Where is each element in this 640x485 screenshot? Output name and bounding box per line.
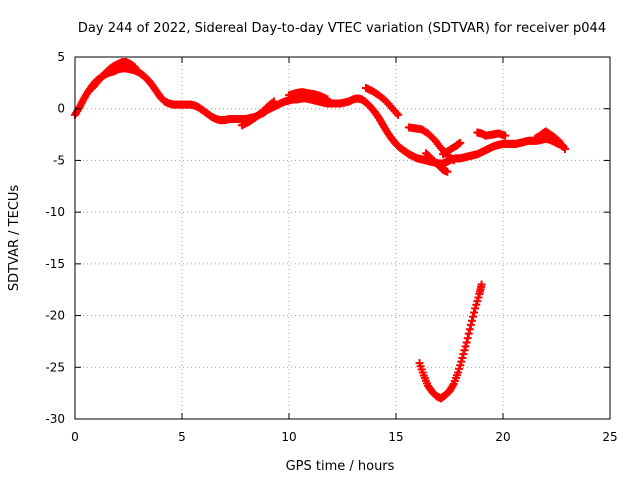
- series-upper-branch-early: [88, 58, 139, 93]
- data-point: [460, 346, 469, 355]
- series-branch-14h: [362, 84, 403, 119]
- data-point: [467, 316, 476, 325]
- x-tick-label: 15: [388, 430, 403, 444]
- data-point: [270, 97, 279, 106]
- series-branch-dip-17h: [421, 149, 452, 176]
- series-branch-10h: [285, 88, 332, 104]
- data-point: [323, 95, 332, 104]
- tick-layer: 0 5 10 15 20 25 5 0 -5 -10 -15 -20 -25 -30: [45, 50, 617, 444]
- plot-frame: [74, 56, 611, 420]
- data-point: [465, 325, 474, 334]
- data-point: [459, 350, 468, 359]
- y-tick-label: -30: [45, 412, 65, 426]
- x-tick-label: 5: [178, 430, 186, 444]
- x-tick-label: 0: [71, 430, 79, 444]
- y-tick-label: -5: [53, 153, 65, 167]
- data-point: [130, 63, 139, 72]
- data-point: [463, 334, 472, 343]
- data-point: [456, 138, 465, 147]
- grid-layer: [75, 57, 610, 419]
- y-tick-label: 5: [57, 50, 65, 64]
- series-branch-19h: [473, 128, 510, 140]
- series-main-band: [71, 64, 567, 168]
- data-point: [464, 329, 473, 338]
- x-tick-label: 10: [281, 430, 296, 444]
- series-branch-8h: [237, 97, 279, 130]
- y-tick-label: 0: [57, 102, 65, 116]
- data-point: [461, 342, 470, 351]
- y-tick-label: -20: [45, 309, 65, 323]
- data-layer: [71, 58, 570, 403]
- data-point: [466, 320, 475, 329]
- data-point: [394, 110, 403, 119]
- y-axis-label: SDTVAR / TECUs: [7, 185, 22, 292]
- data-point: [501, 131, 510, 140]
- y-tick-label: -25: [45, 360, 65, 374]
- data-point: [458, 353, 467, 362]
- data-point: [268, 98, 277, 107]
- data-point: [443, 167, 452, 176]
- x-tick-label: 25: [602, 430, 617, 444]
- data-point: [469, 312, 478, 321]
- data-point: [448, 155, 457, 164]
- y-tick-label: -10: [45, 205, 65, 219]
- series-separate-arc: [415, 280, 486, 403]
- x-axis-label: GPS time / hours: [286, 459, 395, 474]
- data-point: [477, 280, 486, 289]
- chart-title: Day 244 of 2022, Sidereal Day-to-day VTE…: [78, 21, 606, 36]
- series-branch-16h: [404, 123, 458, 165]
- data-point: [561, 145, 570, 154]
- data-point: [462, 338, 471, 347]
- data-point: [449, 156, 458, 165]
- y-tick-label: -15: [45, 257, 65, 271]
- series-branch-22h: [531, 127, 570, 154]
- x-tick-label: 20: [495, 430, 510, 444]
- series-branch-18h: [439, 138, 465, 159]
- data-point: [470, 308, 479, 317]
